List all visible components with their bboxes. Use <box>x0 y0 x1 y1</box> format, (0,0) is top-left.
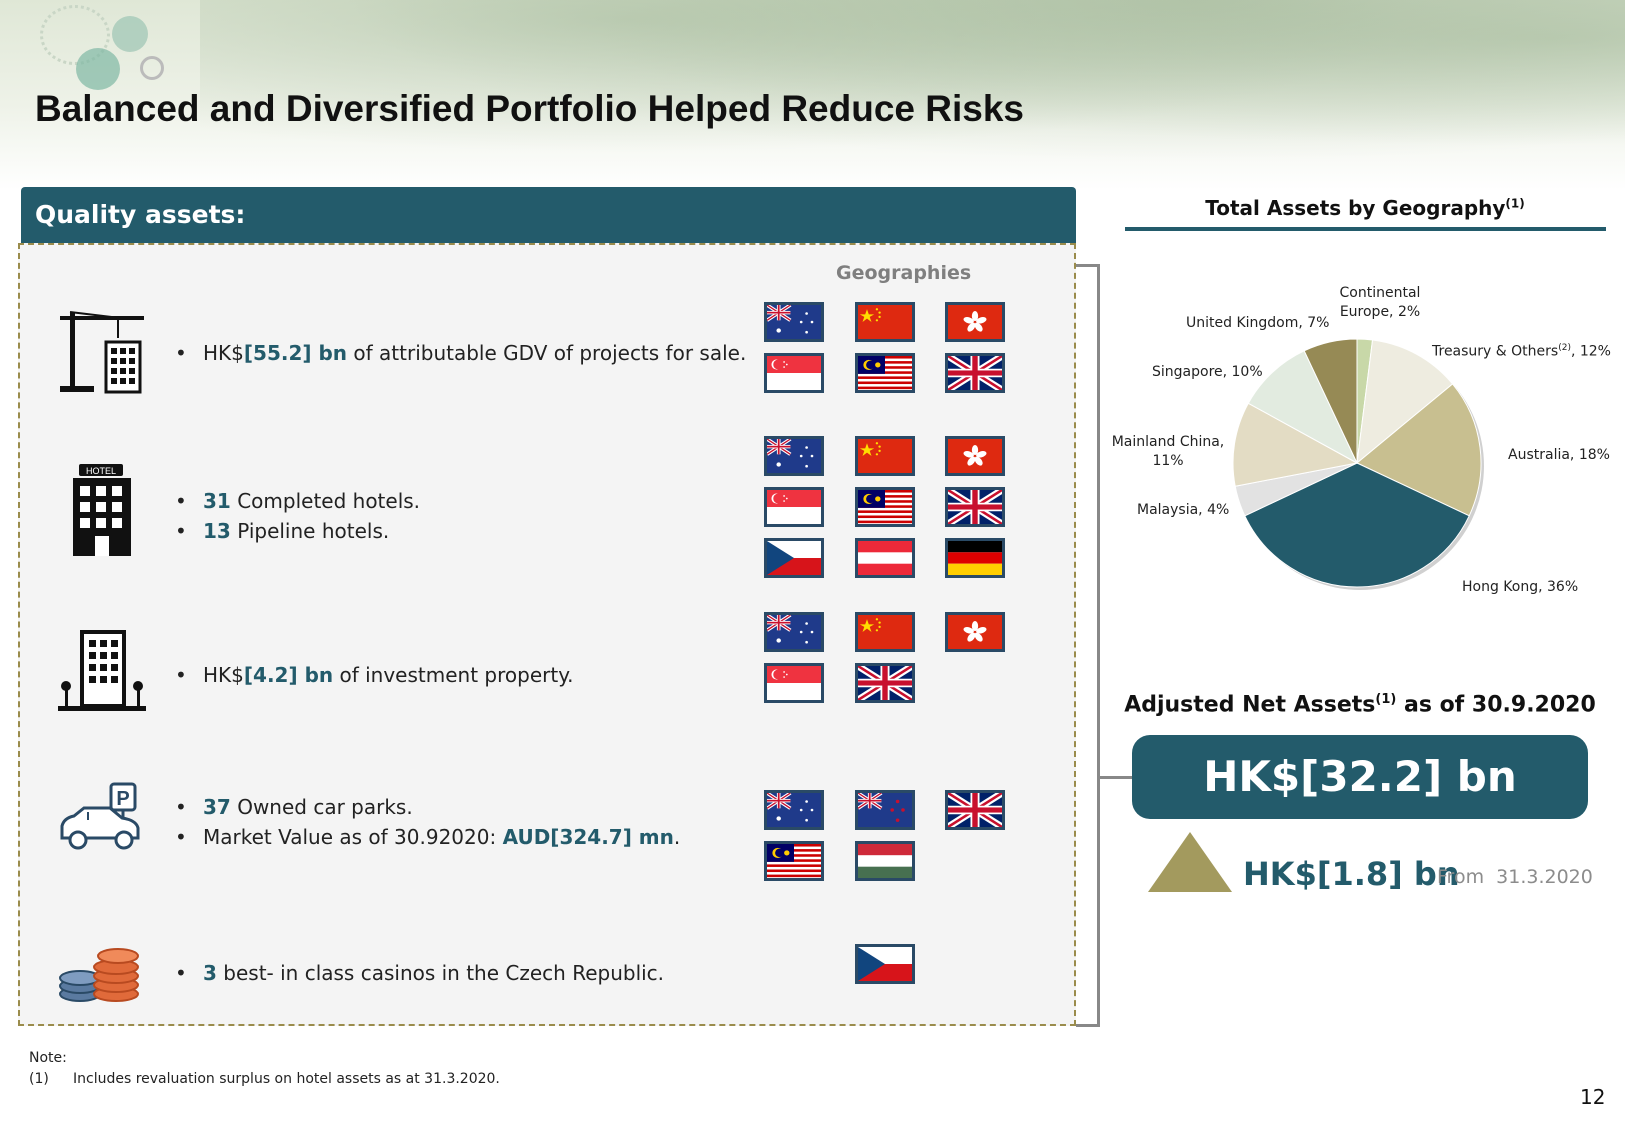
casino-chips-icon <box>59 948 139 1002</box>
construction-crane-building-icon <box>60 311 144 394</box>
panel-header: Quality assets: <box>21 187 1076 243</box>
pie-label-malaysia: Malaysia, 4% <box>1137 502 1230 518</box>
note-text: Includes revaluation surplus on hotel as… <box>73 1071 500 1087</box>
australia-flag-icon <box>764 790 824 830</box>
hungary-flag-icon <box>855 841 915 881</box>
hotels-bullets: • 31 Completed hotels. • 13 Pipeline hotel… <box>175 489 421 543</box>
pie-label-singapore: Singapore, 10% <box>1152 364 1263 380</box>
decorative-circle-icon <box>40 5 110 65</box>
hong-kong-flag-icon <box>945 436 1005 476</box>
germany-flag-icon <box>945 538 1005 578</box>
decorative-circle-icon <box>112 16 148 52</box>
decorative-circle-icon <box>76 48 120 90</box>
gdv-bullet: • HK$[55.2] bn of attributable GDV of pro… <box>175 341 747 365</box>
geography-pie-chart <box>1232 338 1484 590</box>
malaysia-flag-icon <box>764 841 824 881</box>
hong-kong-flag-icon <box>945 302 1005 342</box>
bracket-connector <box>1076 264 1100 1027</box>
united-kingdom-flag-icon <box>945 353 1005 393</box>
pie-slice-mainland-china <box>1232 402 1359 487</box>
singapore-flag-icon <box>764 663 824 703</box>
page-title: Balanced and Diversified Portfolio Helpe… <box>35 88 1024 129</box>
united-kingdom-flag-icon <box>855 663 915 703</box>
pie-label-united-kingdom: United Kingdom, 7% <box>1186 315 1330 331</box>
car-parks-bullets: • 37 Owned car parks. • Market Value as of… <box>175 795 681 849</box>
czech-republic-flag-icon <box>855 944 915 984</box>
pie-slice-singapore <box>1247 350 1359 465</box>
pie-slice-united-kingdom <box>1303 338 1358 464</box>
hotel-building-icon: HOTEL <box>73 464 131 556</box>
adjusted-net-assets-value: HK$[32.2] bn <box>1132 735 1588 819</box>
pie-label-hong-kong: Hong Kong, 36% <box>1462 579 1579 595</box>
czech-republic-flag-icon <box>764 538 824 578</box>
hong-kong-flag-icon <box>945 612 1005 652</box>
pie-slice-hong-kong <box>1244 462 1470 588</box>
new-zealand-flag-icon <box>855 790 915 830</box>
decorative-circle-icon <box>140 56 164 80</box>
chart-title: Total Assets by Geography(1) <box>1205 196 1525 220</box>
svg-text:HOTEL: HOTEL <box>86 466 116 476</box>
adjusted-net-assets-title: Adjusted Net Assets(1) as of 30.9.2020 <box>1124 692 1596 718</box>
pie-slice-australia <box>1356 383 1482 517</box>
car-park-icon: P <box>60 782 140 850</box>
casinos-bullet: • 3 best- in class casinos in the Czech R… <box>175 961 665 985</box>
austria-flag-icon <box>855 538 915 578</box>
pie-label-continental-europe: Continental Europe, 2% <box>1339 285 1421 320</box>
svg-text:P: P <box>116 788 129 810</box>
tree-canopy-background <box>0 0 1625 190</box>
pie-label-australia: Australia, 18% <box>1508 447 1610 463</box>
united-kingdom-flag-icon <box>945 487 1005 527</box>
australia-flag-icon <box>764 612 824 652</box>
chart-title-rule <box>1125 227 1606 231</box>
page-number: 12 <box>1580 1085 1606 1109</box>
ana-increase-from: From 31.3.2020 <box>1437 866 1593 888</box>
pie-label-treasury: Treasury & Others(2), 12% <box>1432 343 1611 360</box>
china-flag-icon <box>855 612 915 652</box>
australia-flag-icon <box>764 436 824 476</box>
singapore-flag-icon <box>764 487 824 527</box>
malaysia-flag-icon <box>855 487 915 527</box>
pie-slice-treasury-others-2 <box>1356 339 1454 465</box>
australia-flag-icon <box>764 302 824 342</box>
united-kingdom-flag-icon <box>945 790 1005 830</box>
pie-label-mainland-china: Mainland China, 11% <box>1111 434 1225 469</box>
office-building-icon <box>58 630 146 711</box>
singapore-flag-icon <box>764 353 824 393</box>
increase-triangle-icon <box>1148 832 1232 892</box>
china-flag-icon <box>855 302 915 342</box>
note-heading: Note: <box>29 1050 67 1066</box>
note-number: (1) <box>29 1071 49 1087</box>
bracket-connector-line <box>1100 776 1134 779</box>
china-flag-icon <box>855 436 915 476</box>
investment-property-bullet: • HK$[4.2] bn of investment property. <box>175 663 574 687</box>
ana-increase-value: HK$[1.8] bn <box>1243 855 1460 893</box>
geographies-label: Geographies <box>836 262 972 284</box>
malaysia-flag-icon <box>855 353 915 393</box>
